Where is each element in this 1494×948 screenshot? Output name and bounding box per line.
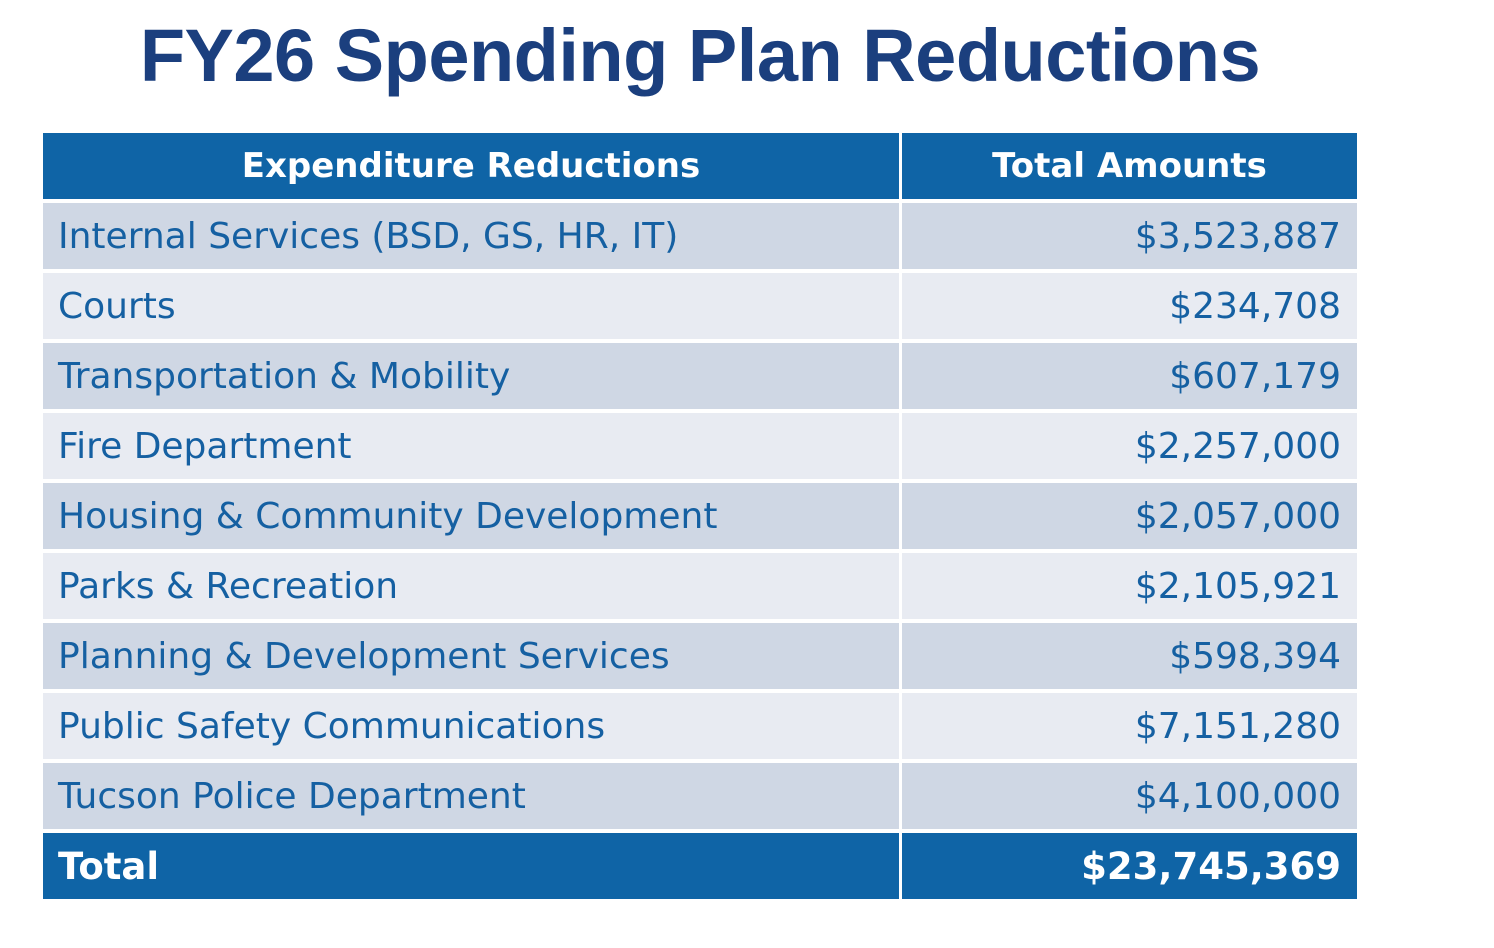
row-amount: $2,105,921 xyxy=(902,553,1357,619)
table-row: Parks & Recreation $2,105,921 xyxy=(43,553,1357,619)
column-divider xyxy=(899,483,902,549)
row-amount: $607,179 xyxy=(902,343,1357,409)
total-label: Total xyxy=(43,833,899,899)
table-row: Fire Department $2,257,000 xyxy=(43,413,1357,479)
table-row: Housing & Community Development $2,057,0… xyxy=(43,483,1357,549)
column-divider xyxy=(899,413,902,479)
table-row: Transportation & Mobility $607,179 xyxy=(43,343,1357,409)
row-amount: $3,523,887 xyxy=(902,203,1357,269)
page-title: FY26 Spending Plan Reductions xyxy=(139,14,1261,97)
header-total-amounts: Total Amounts xyxy=(902,133,1357,199)
header-expenditure-reductions: Expenditure Reductions xyxy=(43,133,899,199)
column-divider xyxy=(899,763,902,829)
row-category: Planning & Development Services xyxy=(43,623,899,689)
column-divider xyxy=(899,133,902,199)
row-amount: $7,151,280 xyxy=(902,693,1357,759)
reductions-table: Expenditure Reductions Total Amounts Int… xyxy=(43,133,1357,899)
row-category: Fire Department xyxy=(43,413,899,479)
total-amount: $23,745,369 xyxy=(902,833,1357,899)
row-category: Internal Services (BSD, GS, HR, IT) xyxy=(43,203,899,269)
row-category: Tucson Police Department xyxy=(43,763,899,829)
column-divider xyxy=(899,203,902,269)
column-divider xyxy=(899,833,902,899)
row-category: Housing & Community Development xyxy=(43,483,899,549)
column-divider xyxy=(899,343,902,409)
row-amount: $598,394 xyxy=(902,623,1357,689)
table-row: Tucson Police Department $4,100,000 xyxy=(43,763,1357,829)
row-category: Courts xyxy=(43,273,899,339)
table-row: Public Safety Communications $7,151,280 xyxy=(43,693,1357,759)
row-amount: $4,100,000 xyxy=(902,763,1357,829)
table-row: Courts $234,708 xyxy=(43,273,1357,339)
row-amount: $2,257,000 xyxy=(902,413,1357,479)
table-row: Planning & Development Services $598,394 xyxy=(43,623,1357,689)
column-divider xyxy=(899,693,902,759)
column-divider xyxy=(899,553,902,619)
table-total-row: Total $23,745,369 xyxy=(43,833,1357,899)
row-category: Parks & Recreation xyxy=(43,553,899,619)
row-category: Public Safety Communications xyxy=(43,693,899,759)
table-header-row: Expenditure Reductions Total Amounts xyxy=(43,133,1357,199)
row-category: Transportation & Mobility xyxy=(43,343,899,409)
column-divider xyxy=(899,273,902,339)
table-row: Internal Services (BSD, GS, HR, IT) $3,5… xyxy=(43,203,1357,269)
row-amount: $234,708 xyxy=(902,273,1357,339)
row-amount: $2,057,000 xyxy=(902,483,1357,549)
column-divider xyxy=(899,623,902,689)
